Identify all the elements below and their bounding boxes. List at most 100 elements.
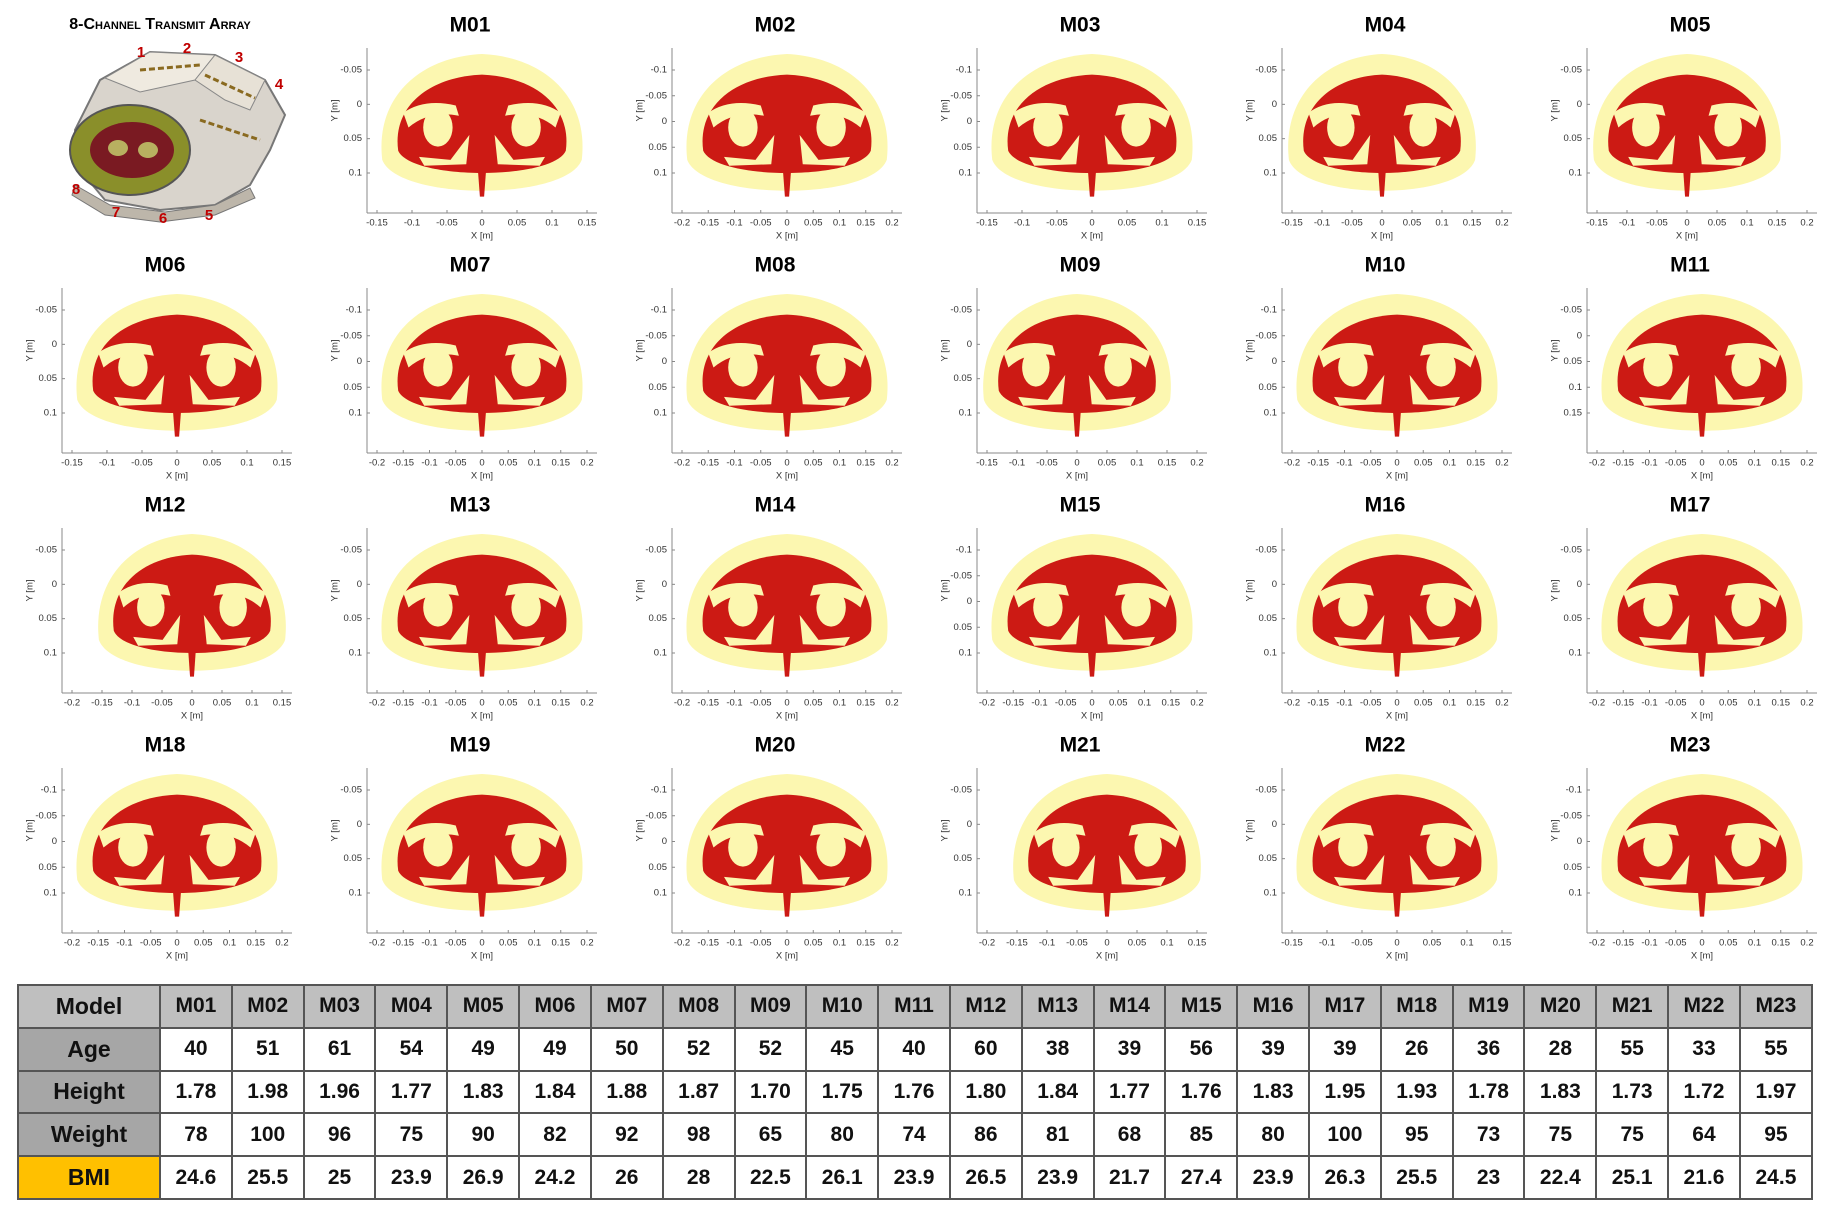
table-cell: 39: [1236, 1026, 1310, 1072]
fat-pocket: [494, 134, 545, 166]
y-axis-label: Y [m]: [635, 100, 646, 122]
fat-pocket: [189, 854, 240, 886]
x-tick-label: 0.15: [1772, 458, 1791, 469]
x-tick-label: -0.2: [1589, 458, 1605, 469]
table-row: Height 1.78 1.98 1.96 1.77 1.83 1.84 1.88 1.87 1.…: [17, 1069, 1814, 1115]
model-panel: M11 -0.2 -0.15 -0.1 -0.05 0 0.05 0.1 0.15 0.2 -0.0…: [1550, 254, 1817, 482]
femoral-head: [423, 588, 453, 627]
fat-pocket: [1318, 823, 1374, 848]
fat-pocket: [1088, 374, 1136, 406]
y-tick-label: 0.1: [1569, 168, 1582, 179]
fat-pocket: [1308, 103, 1361, 128]
y-tick-label: 0.05: [954, 373, 973, 384]
phantom-detail: [108, 140, 128, 156]
y-tick-label: -0.05: [645, 810, 667, 821]
table-cell: 1.76: [877, 1069, 951, 1115]
x-tick-label: -0.05: [750, 458, 772, 469]
panel-title: M06: [145, 254, 186, 277]
y-axis-label: Y [m]: [25, 580, 36, 602]
x-tick-label: 0: [1699, 938, 1704, 949]
fat-pocket: [1714, 854, 1765, 886]
table-cell: 86: [948, 1112, 1023, 1158]
femoral-head: [1409, 108, 1437, 147]
fat-pocket: [1033, 823, 1086, 848]
x-tick-label: -0.15: [61, 458, 83, 469]
fat-pocket: [799, 854, 850, 886]
table-cell: 26.1: [805, 1155, 880, 1200]
x-tick-label: 0.2: [885, 218, 898, 229]
x-axis-label: X [m]: [166, 951, 188, 962]
table-cell: 39: [1092, 1026, 1167, 1072]
table-cell: 25.5: [230, 1155, 305, 1200]
x-tick-label: 0.1: [1748, 938, 1761, 949]
y-tick-label: 0.05: [39, 862, 58, 873]
y-tick-label: -0.05: [1255, 545, 1277, 556]
x-tick-label: -0.1: [1641, 458, 1657, 469]
fat-pocket: [708, 823, 764, 848]
phantom-detail: [138, 142, 158, 158]
fat-pocket: [1708, 103, 1761, 128]
fat-pocket: [708, 103, 764, 128]
model-panel: M19 -0.2 -0.15 -0.1 -0.05 0 0.05 0.1 0.15 0.2 -0.0…: [330, 734, 597, 962]
model-panel: M17 -0.2 -0.15 -0.1 -0.05 0 0.05 0.1 0.15 0.2 -0.0…: [1550, 494, 1817, 722]
y-tick-label: 0.1: [959, 648, 972, 659]
channel-number: 8: [72, 181, 80, 198]
table-cell: 52: [661, 1026, 736, 1072]
x-tick-label: -0.2: [1589, 938, 1605, 949]
table-cell: 55: [1738, 1026, 1814, 1072]
x-tick-label: 0.05: [1719, 458, 1738, 469]
x-tick-label: -0.05: [445, 698, 467, 709]
x-tick-label: -0.1: [99, 458, 115, 469]
model-panel: M02 -0.2 -0.15 -0.1 -0.05 0 0.05 0.1 0.15 0.2 -0.1…: [635, 14, 902, 242]
header-cell: M12: [948, 984, 1023, 1029]
x-tick-label: -0.2: [979, 698, 995, 709]
x-tick-label: -0.05: [1360, 698, 1382, 709]
table-cell: 1.72: [1667, 1069, 1741, 1115]
x-tick-label: 0: [1089, 698, 1094, 709]
x-tick-label: -0.1: [1641, 698, 1657, 709]
y-tick-label: 0.05: [649, 142, 668, 153]
x-tick-label: 0.1: [223, 938, 236, 949]
fat-pocket: [1029, 134, 1080, 166]
x-tick-label: 0.1: [1460, 938, 1473, 949]
header-cell: M20: [1523, 984, 1598, 1029]
y-tick-label: 0.1: [349, 168, 362, 179]
y-axis-label: Y [m]: [1550, 820, 1561, 842]
model-panel: M06 -0.15 -0.1 -0.05 0 0.05 0.1 0.15 -0.05 0 0.05 0…: [25, 254, 292, 482]
y-tick-label: 0.1: [654, 888, 667, 899]
x-tick-label: -0.05: [1665, 458, 1687, 469]
y-axis-label: Y [m]: [635, 820, 646, 842]
y-tick-label: 0.05: [344, 133, 363, 144]
x-axis-label: X [m]: [181, 711, 203, 722]
muscle-region: [702, 74, 872, 174]
fat-pocket: [1639, 374, 1690, 406]
y-axis-label: Y [m]: [330, 340, 341, 362]
y-tick-label: 0: [1272, 356, 1277, 367]
fat-pocket: [213, 583, 266, 608]
channel-number: 4: [275, 76, 284, 93]
y-tick-label: -0.1: [651, 65, 667, 76]
femoral-head: [1714, 108, 1742, 147]
table-cell: 1.83: [446, 1069, 521, 1115]
midline: [1087, 648, 1097, 677]
femoral-head: [1731, 588, 1761, 627]
femoral-head: [816, 348, 846, 387]
fat-pocket: [118, 583, 171, 608]
muscle-region: [1007, 74, 1177, 174]
y-tick-label: 0.1: [1569, 382, 1582, 393]
y-tick-label: 0.05: [1259, 853, 1278, 864]
x-tick-label: -0.2: [1284, 458, 1300, 469]
table-cell: 1.76: [1164, 1069, 1239, 1115]
header-cell: M02: [230, 984, 305, 1029]
y-tick-label: -0.05: [35, 545, 57, 556]
y-tick-label: 0: [662, 579, 667, 590]
muscle-region: [1007, 554, 1177, 654]
x-tick-label: 0.2: [1190, 458, 1203, 469]
x-tick-label: -0.1: [1009, 458, 1025, 469]
model-panel: M23 -0.2 -0.15 -0.1 -0.05 0 0.05 0.1 0.15 0.2 -0.1…: [1550, 734, 1817, 962]
muscle-region: [397, 554, 567, 654]
x-axis-label: X [m]: [1081, 231, 1103, 242]
femoral-head: [1327, 108, 1355, 147]
fat-pocket: [505, 823, 561, 848]
x-tick-label: 0: [479, 218, 484, 229]
